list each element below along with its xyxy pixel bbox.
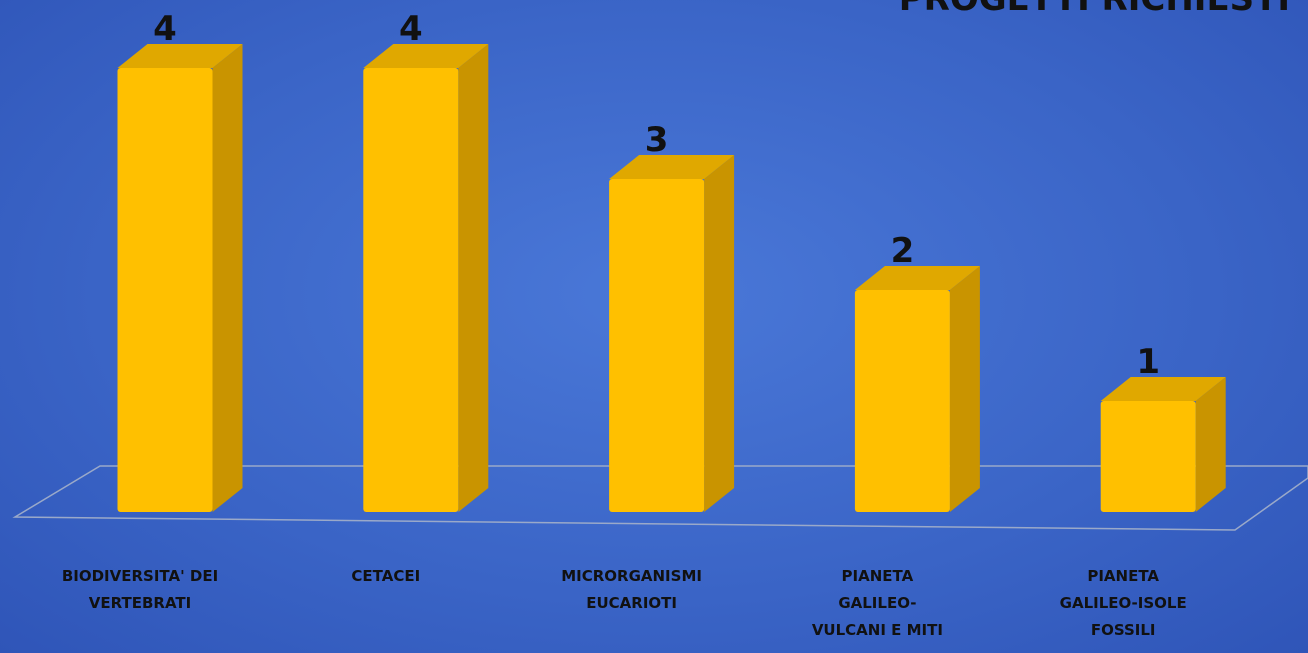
bar-top xyxy=(117,44,243,68)
bar-front xyxy=(363,68,459,512)
x-tick-label: CETACEI xyxy=(351,567,421,585)
value-label: 4 xyxy=(399,9,423,49)
x-tick-label: PIANETA GALILEO-VULCANI E MITI xyxy=(811,567,943,639)
bar xyxy=(117,44,243,512)
bar-side xyxy=(1195,377,1226,512)
bar-front xyxy=(1100,401,1196,512)
bar-top xyxy=(363,44,489,68)
value-label: 3 xyxy=(645,120,669,160)
bar-top xyxy=(1100,377,1226,401)
value-label: 4 xyxy=(153,9,177,49)
bar-front xyxy=(854,290,950,512)
x-tick-label: MICRORGANISMI EUCARIOTI xyxy=(561,567,702,612)
value-label: 1 xyxy=(1136,342,1160,382)
x-tick-label: BIODIVERSITA' DEI VERTEBRATI xyxy=(61,567,219,612)
x-tick-label: PIANETA GALILEO-ISOLE FOSSILI xyxy=(1059,567,1187,639)
bar-side xyxy=(949,266,980,512)
chart-title: PROGETTI RICHIESTI xyxy=(899,0,1290,19)
bar xyxy=(363,44,489,512)
bar-side xyxy=(458,44,489,512)
bar xyxy=(1100,377,1226,512)
bar-side xyxy=(704,155,735,512)
bar-top xyxy=(609,155,735,179)
bar-side xyxy=(212,44,243,512)
bar-front xyxy=(117,68,213,512)
value-label: 2 xyxy=(891,231,915,271)
bar xyxy=(609,155,735,512)
bar xyxy=(854,266,980,512)
bar-top xyxy=(854,266,980,290)
bar-front xyxy=(609,179,705,512)
